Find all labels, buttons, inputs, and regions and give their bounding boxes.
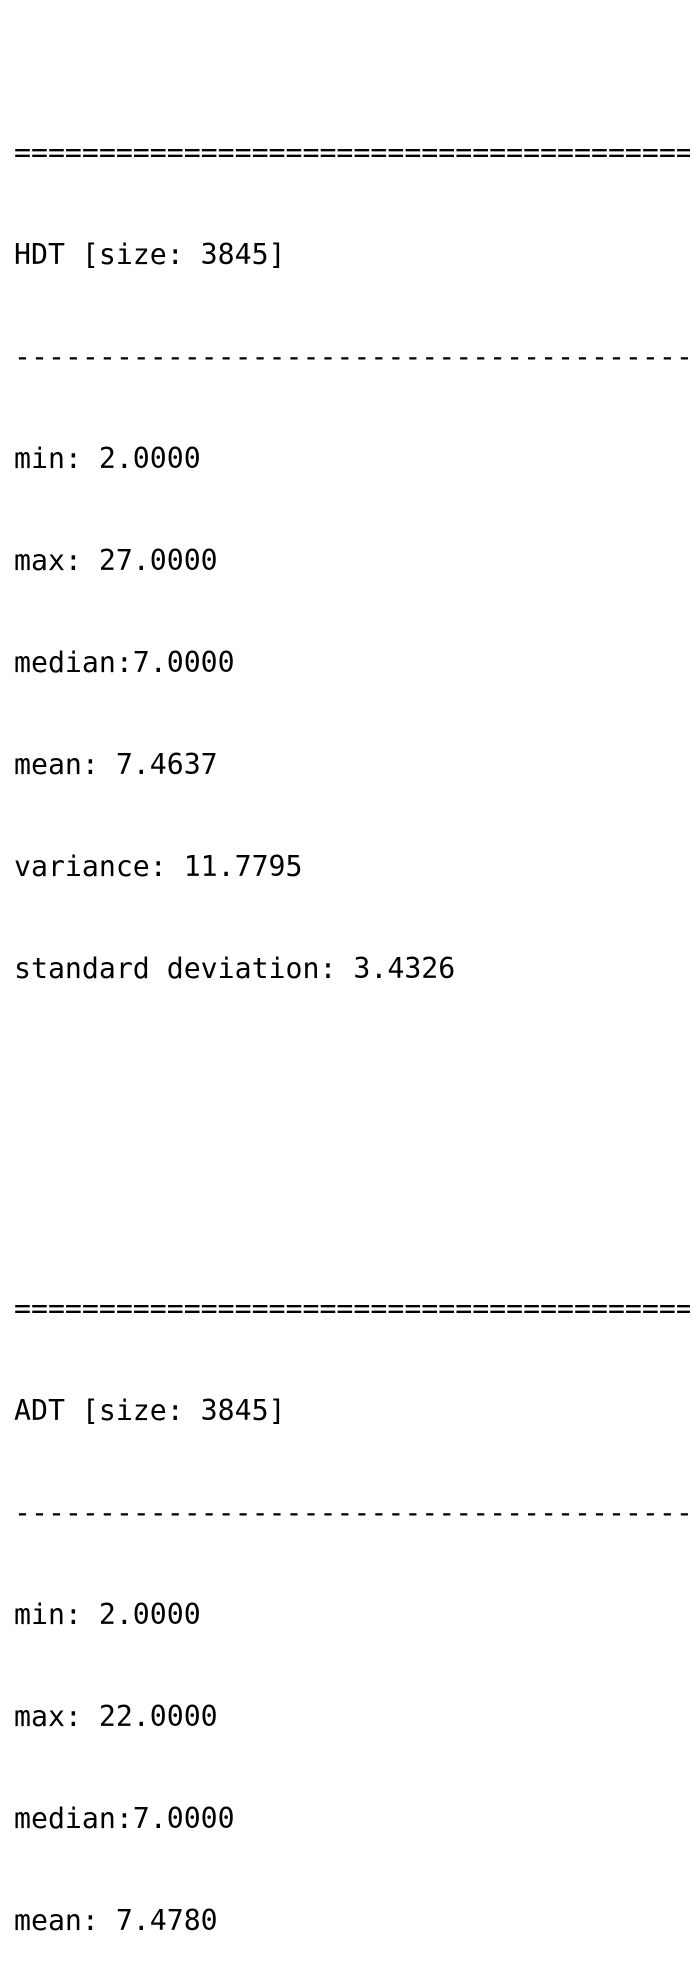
- stats-block-hdt: ========================================…: [14, 68, 690, 1156]
- section-rule-top: ========================================: [14, 1292, 690, 1325]
- stat-min: min: 2.0000: [14, 442, 201, 475]
- stat-mean: mean: 7.4637: [14, 748, 218, 781]
- stat-variance: variance: 11.7795: [14, 850, 303, 883]
- section-rule-mid: ----------------------------------------: [14, 1496, 690, 1529]
- stats-block-adt: ========================================…: [14, 1224, 690, 1972]
- stat-median: median:7.0000: [14, 646, 235, 679]
- section-header: ADT [size: 3845]: [14, 1394, 286, 1427]
- stat-mean: mean: 7.4780: [14, 1904, 218, 1937]
- stat-min: min: 2.0000: [14, 1598, 201, 1631]
- stat-max: max: 22.0000: [14, 1700, 218, 1733]
- section-rule-mid: ----------------------------------------: [14, 340, 690, 373]
- blank-line: [14, 1054, 690, 1088]
- stats-output: ========================================…: [14, 0, 690, 1972]
- stat-median: median:7.0000: [14, 1802, 235, 1835]
- section-rule-top: ========================================: [14, 136, 690, 169]
- stat-standard-deviation: standard deviation: 3.4326: [14, 952, 456, 985]
- stat-max: max: 27.0000: [14, 544, 218, 577]
- section-header: HDT [size: 3845]: [14, 238, 286, 271]
